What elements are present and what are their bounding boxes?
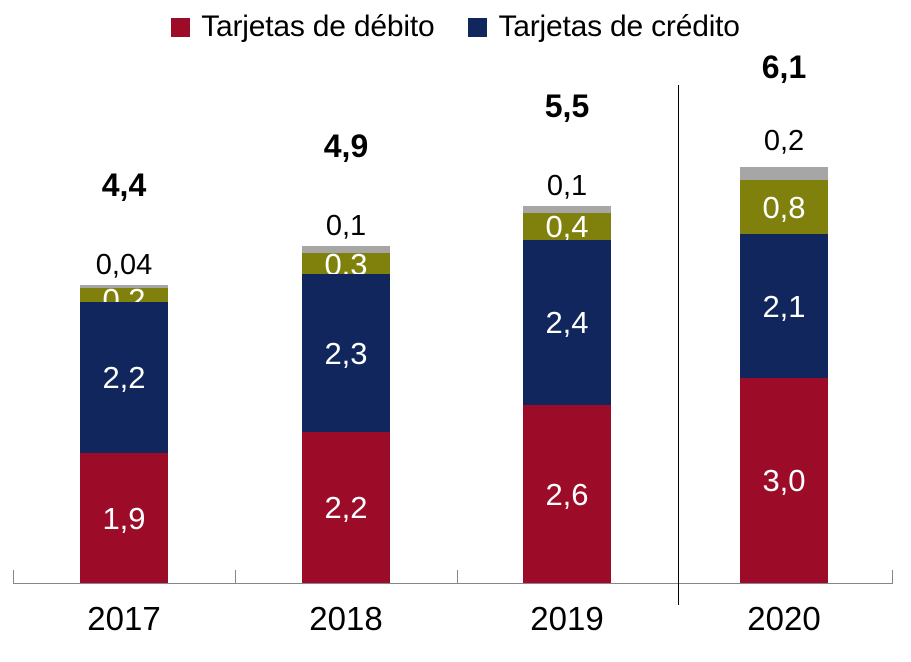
square-marker-icon xyxy=(468,17,488,37)
x-axis-line xyxy=(13,583,893,584)
chart-legend: Tarjetas de débito Tarjetas de crédito xyxy=(0,6,911,48)
category-label-2020: 2020 xyxy=(747,600,821,637)
axis-tick xyxy=(892,570,893,583)
bar-segment-label: 2,2 xyxy=(324,490,368,525)
bar-total-label: 5,5 xyxy=(544,88,590,124)
bar-total-label: 4,9 xyxy=(323,128,369,164)
legend-item-credito[interactable]: Tarjetas de crédito xyxy=(468,10,740,43)
bar-segment-credito[interactable]: 2,1 xyxy=(740,234,828,378)
bar-segment-debito[interactable]: 2,2 xyxy=(302,432,390,583)
segment-outside-label-serie4: 0,04 xyxy=(95,249,153,281)
segment-outside-label-serie4: 0,1 xyxy=(325,210,367,242)
legend-item-label: Tarjetas de crédito xyxy=(498,10,740,43)
bar-2017[interactable]: 4,4 0,04 0,2 2,2 1,9 xyxy=(80,169,168,583)
bar-segment-credito[interactable]: 2,2 xyxy=(80,302,168,453)
bar-segment-serie3[interactable]: 0,8 xyxy=(740,180,828,234)
segment-outside-label-serie4: 0,2 xyxy=(763,125,805,157)
bar-segment-serie3[interactable]: 0,2 xyxy=(80,284,168,315)
legend-item-debito[interactable]: Tarjetas de débito xyxy=(171,10,435,43)
bar-segment-serie4[interactable] xyxy=(80,285,168,288)
bar-segment-credito[interactable]: 2,4 xyxy=(523,240,611,405)
bar-segment-label: 2,2 xyxy=(102,360,146,395)
bar-segment-serie4[interactable] xyxy=(302,246,390,253)
bar-segment-label: 3,0 xyxy=(762,463,806,498)
bar-segment-label: 0,8 xyxy=(762,189,806,225)
category-label-2019: 2019 xyxy=(530,600,604,637)
bar-segment-debito[interactable]: 1,9 xyxy=(80,453,168,583)
bar-segment-serie3[interactable]: 0,3 xyxy=(302,249,390,280)
segment-outside-label-serie4: 0,1 xyxy=(546,170,588,202)
bar-segment-label: 2,6 xyxy=(545,476,589,512)
bar-segment-serie4[interactable] xyxy=(523,206,611,213)
bar-segment-label: 0,4 xyxy=(545,209,589,244)
bar-total-label: 4,4 xyxy=(101,167,147,203)
period-separator-line xyxy=(678,85,679,605)
category-label-2017: 2017 xyxy=(87,600,161,637)
bar-total-label: 6,1 xyxy=(761,49,807,85)
bar-segment-label: 1,9 xyxy=(102,500,146,536)
bar-segment-serie4[interactable] xyxy=(740,167,828,180)
bar-2018[interactable]: 4,9 0,1 0,3 2,3 2,2 xyxy=(302,130,390,583)
bar-segment-label: 2,4 xyxy=(545,305,589,340)
bar-segment-serie3[interactable]: 0,4 xyxy=(523,209,611,244)
legend-item-label: Tarjetas de débito xyxy=(201,10,435,43)
axis-tick xyxy=(235,570,236,583)
category-label-2018: 2018 xyxy=(309,600,383,637)
bar-segment-label: 2,3 xyxy=(324,335,368,371)
axis-tick xyxy=(457,570,458,583)
bar-2020[interactable]: 6,1 0,2 0,8 2,1 3,0 xyxy=(740,51,828,583)
bar-segment-debito[interactable]: 2,6 xyxy=(523,405,611,583)
bar-segment-debito[interactable]: 3,0 xyxy=(740,378,828,583)
axis-tick xyxy=(13,570,14,583)
bar-segment-credito[interactable]: 2,3 xyxy=(302,274,390,432)
bar-segment-label: 2,1 xyxy=(762,288,806,324)
bar-2019[interactable]: 5,5 0,1 0,4 2,4 2,6 xyxy=(523,90,611,583)
square-marker-icon xyxy=(171,17,191,37)
